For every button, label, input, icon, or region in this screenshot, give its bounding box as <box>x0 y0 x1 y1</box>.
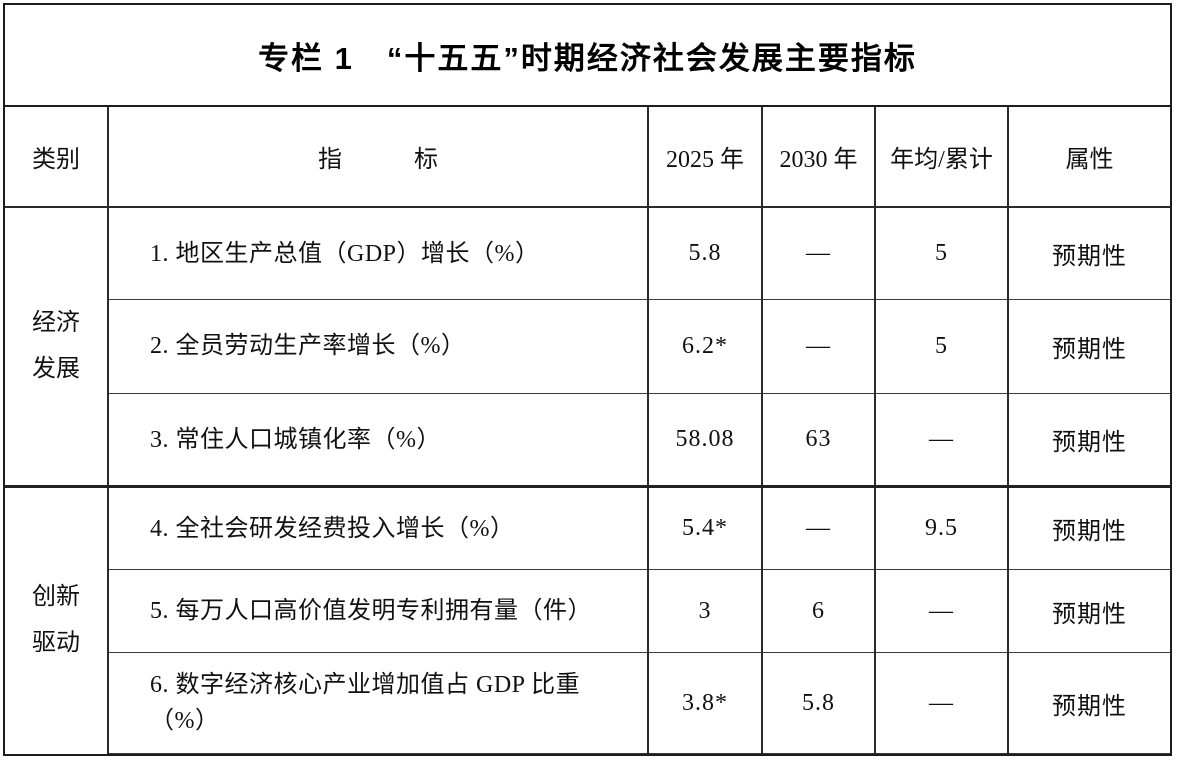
table-row: 2. 全员劳动生产率增长（%） 6.2* — 5 预期性 <box>5 299 1170 394</box>
value-avg-cum: — <box>874 569 1009 654</box>
value-avg-cum: — <box>874 652 1009 754</box>
category-cell: 经济发展 <box>5 207 109 487</box>
indicator-cell: 1. 地区生产总值（GDP）增长（%） <box>107 207 649 301</box>
value-2025: 5.4* <box>647 485 763 571</box>
value-attribute: 预期性 <box>1007 485 1170 571</box>
indicator-cell: 5. 每万人口高价值发明专利拥有量（件） <box>108 569 649 654</box>
panel-title: 专栏 1 “十五五”时期经济社会发展主要指标 <box>5 5 1170 107</box>
value-avg-cum: 9.5 <box>874 485 1009 571</box>
value-2030: — <box>761 485 876 571</box>
group-innovation-driven: 创新驱动 4. 全社会研发经费投入增长（%） 5.4* — 9.5 预期性 5.… <box>5 485 1170 754</box>
value-2030: — <box>761 299 876 394</box>
table-row: 创新驱动 4. 全社会研发经费投入增长（%） 5.4* — 9.5 预期性 <box>5 485 1170 754</box>
value-attribute: 预期性 <box>1007 569 1170 654</box>
col-header-2025: 2025 年 <box>647 107 763 208</box>
value-2025: 3 <box>647 569 763 654</box>
value-2030: 63 <box>761 393 876 488</box>
value-attribute: 预期性 <box>1007 652 1170 754</box>
indicator-cell: 6. 数字经济核心产业增加值占 GDP 比重（%） <box>108 652 649 754</box>
value-attribute: 预期性 <box>1007 299 1170 394</box>
group-economic-development: 经济发展 1. 地区生产总值（GDP）增长（%） 5.8 — 5 预期性 2. … <box>5 207 1170 488</box>
indicator-cell: 4. 全社会研发经费投入增长（%） <box>107 485 649 571</box>
table-header: 类别 指 标 2025 年 2030 年 年均/累计 属性 <box>5 107 1170 208</box>
indicators-table: 类别 指 标 2025 年 2030 年 年均/累计 属性 经济发展 1. 地区… <box>5 107 1170 754</box>
col-header-2030: 2030 年 <box>761 107 876 208</box>
category-cell: 创新驱动 <box>5 485 109 754</box>
col-header-indicator: 指 标 <box>107 107 649 208</box>
value-avg-cum: — <box>874 393 1009 488</box>
category-label: 经济发展 <box>32 310 80 382</box>
indicator-cell: 2. 全员劳动生产率增长（%） <box>108 299 649 394</box>
table-row: 5. 每万人口高价值发明专利拥有量（件） 3 6 — 预期性 <box>5 569 1170 654</box>
value-2030: 5.8 <box>761 652 876 754</box>
value-avg-cum: 5 <box>874 299 1009 394</box>
value-attribute: 预期性 <box>1007 207 1170 301</box>
boxed-panel: 专栏 1 “十五五”时期经济社会发展主要指标 类别 指 标 2025 年 203… <box>3 3 1172 756</box>
header-row: 类别 指 标 2025 年 2030 年 年均/累计 属性 <box>5 107 1170 208</box>
value-2025: 58.08 <box>647 393 763 488</box>
value-2030: 6 <box>761 569 876 654</box>
value-2030: — <box>761 207 876 301</box>
value-2025: 5.8 <box>647 207 763 301</box>
table-row: 6. 数字经济核心产业增加值占 GDP 比重（%） 3.8* 5.8 — 预期性 <box>5 652 1170 754</box>
table-row: 经济发展 1. 地区生产总值（GDP）增长（%） 5.8 — 5 预期性 <box>5 207 1170 487</box>
table-row: 3. 常住人口城镇化率（%） 58.08 63 — 预期性 <box>5 393 1170 488</box>
value-2025: 6.2* <box>647 299 763 394</box>
indicator-cell: 3. 常住人口城镇化率（%） <box>108 393 649 488</box>
value-avg-cum: 5 <box>874 207 1009 301</box>
col-header-attribute: 属性 <box>1007 107 1170 208</box>
value-attribute: 预期性 <box>1007 393 1170 488</box>
col-header-category: 类别 <box>5 107 109 208</box>
col-header-avg-cum: 年均/累计 <box>874 107 1009 208</box>
category-label: 创新驱动 <box>32 584 80 656</box>
value-2025: 3.8* <box>647 652 763 754</box>
